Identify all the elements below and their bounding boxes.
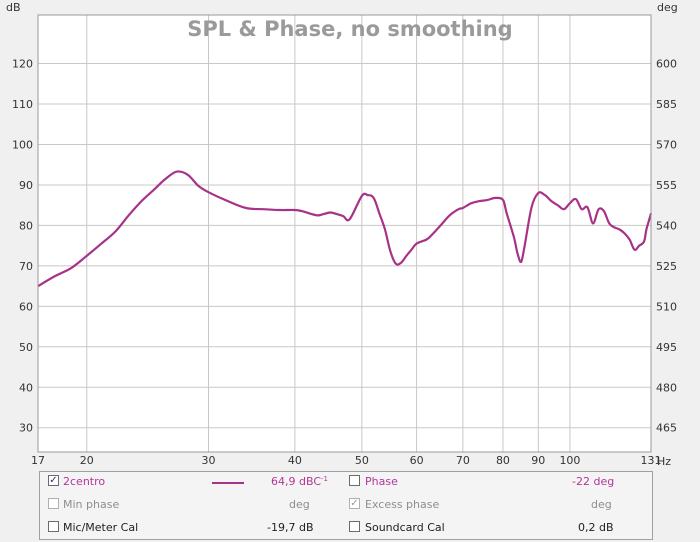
y-tick-label-left: 70 <box>19 260 33 273</box>
x-tick-label: 17 <box>31 454 45 467</box>
excess-phase-unit: deg <box>591 498 612 511</box>
y-tick-label-right: 555 <box>656 179 677 192</box>
x-tick-label: 50 <box>355 454 369 467</box>
y-tick-label-right: 570 <box>656 138 677 151</box>
x-tick-label: 60 <box>410 454 424 467</box>
y-tick-label-left: 40 <box>19 381 33 394</box>
plot-area <box>38 15 651 452</box>
excess-phase-label: Excess phase <box>365 498 440 511</box>
y-tick-label-left: 100 <box>12 138 33 151</box>
y-axis-right-label: deg <box>657 1 678 14</box>
x-axis-label: Hz <box>657 455 671 468</box>
y-tick-label-left: 50 <box>19 341 33 354</box>
y-tick-label-right: 600 <box>656 58 677 71</box>
series-checkbox-2centro[interactable]: ✓ <box>48 475 59 486</box>
min-phase-unit: deg <box>289 498 310 511</box>
x-tick-label: 30 <box>202 454 216 467</box>
y-tick-label-left: 80 <box>19 219 33 232</box>
soundcard-cal-checkbox[interactable] <box>349 521 360 532</box>
y-tick-label-right: 510 <box>656 300 677 313</box>
x-tick-label: 40 <box>288 454 302 467</box>
phase-value: -22 deg <box>572 475 615 488</box>
x-tick-label: 131 <box>641 454 662 467</box>
spl-phase-chart: SPL & Phase, no smoothing dB deg Hz 30 40… <box>6 1 678 468</box>
y-tick-label-left: 110 <box>12 98 33 111</box>
y-tick-label-right: 465 <box>656 422 677 435</box>
y-tick-label-right: 585 <box>656 98 677 111</box>
series-value-2centro: 64,9 dBC-1 <box>271 475 328 488</box>
soundcard-cal-label: Soundcard Cal <box>365 521 445 534</box>
series-swatch-2centro <box>212 482 244 484</box>
y-tick-label-left: 120 <box>12 58 33 71</box>
x-tick-label: 20 <box>80 454 94 467</box>
min-phase-label: Min phase <box>63 498 120 511</box>
x-tick-label: 100 <box>559 454 580 467</box>
y-tick-label-left: 30 <box>19 422 33 435</box>
legend-panel: ✓ 2centro 64,9 dBC-1 Phase -22 deg Min p… <box>39 471 653 540</box>
mic-meter-cal-value: -19,7 dB <box>267 521 314 534</box>
y-tick-label-left: 60 <box>19 300 33 313</box>
y-tick-label-right: 480 <box>656 381 677 394</box>
legend-row-1: ✓ 2centro 64,9 dBC-1 Phase -22 deg <box>40 472 652 492</box>
min-phase-checkbox[interactable] <box>48 498 59 509</box>
phase-checkbox[interactable] <box>349 475 360 486</box>
mic-meter-cal-checkbox[interactable] <box>48 521 59 532</box>
y-tick-label-right: 525 <box>656 260 677 273</box>
legend-row-2: Min phase deg ✓ Excess phase deg <box>40 495 652 515</box>
chart-title: SPL & Phase, no smoothing <box>187 17 512 41</box>
x-tick-label: 70 <box>456 454 470 467</box>
x-tick-label: 90 <box>531 454 545 467</box>
series-line-2centro <box>37 170 653 288</box>
y-tick-label-right: 540 <box>656 219 677 232</box>
y-tick-labels-left: 30 40 50 60 70 80 90 100 110 120 <box>12 58 33 435</box>
phase-label: Phase <box>365 475 398 488</box>
soundcard-cal-value: 0,2 dB <box>578 521 614 534</box>
x-tick-labels: 17 20 30 40 50 60 70 80 90 100 131 <box>31 454 662 467</box>
y-tick-labels-right: 465 480 495 510 525 540 555 570 585 600 <box>656 58 677 435</box>
y-axis-left-label: dB <box>6 1 21 14</box>
series-name-2centro: 2centro <box>63 475 106 488</box>
x-tick-label: 80 <box>496 454 510 467</box>
mic-meter-cal-label: Mic/Meter Cal <box>63 521 139 534</box>
y-tick-label-right: 495 <box>656 341 677 354</box>
plot-border <box>37 14 652 453</box>
legend-row-3: Mic/Meter Cal -19,7 dB Soundcard Cal 0,2… <box>40 518 652 538</box>
y-tick-label-left: 90 <box>19 179 33 192</box>
excess-phase-checkbox[interactable]: ✓ <box>349 498 360 509</box>
